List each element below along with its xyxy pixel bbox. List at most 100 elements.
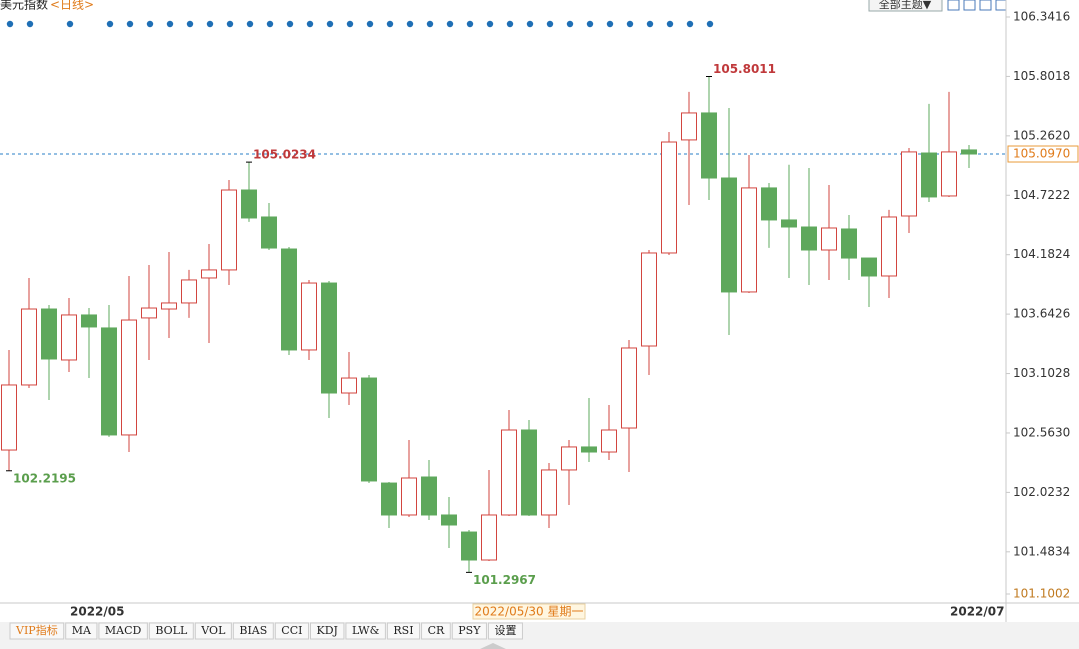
- candle-body: [681, 112, 697, 141]
- marker-dot: [426, 20, 434, 28]
- theme-button-box[interactable]: [868, 0, 943, 12]
- marker-dot: [186, 20, 194, 28]
- marker-dot: [26, 20, 34, 28]
- y-tick-label: 104.7222: [1013, 188, 1070, 202]
- marker-dot: [266, 20, 274, 28]
- y-tick-label: 106.3416: [1013, 10, 1070, 24]
- tab-label[interactable]: MA: [72, 624, 92, 637]
- candle-body: [121, 319, 137, 436]
- icon[interactable]: [947, 0, 960, 11]
- x-tick-label: 2022/07: [950, 605, 1004, 619]
- tab-label[interactable]: PSY: [458, 624, 481, 637]
- candle-body: [821, 227, 837, 251]
- candle-body: [101, 327, 117, 436]
- candle-body: [721, 177, 737, 293]
- crosshair-date-box: [472, 603, 586, 620]
- tab[interactable]: [194, 622, 232, 640]
- candle-body: [241, 189, 257, 219]
- tab[interactable]: [98, 622, 148, 640]
- marker-dot: [606, 20, 614, 28]
- candle-body: [201, 269, 217, 279]
- current-price-label: 105.0970: [1013, 147, 1070, 161]
- candle-body: [921, 152, 937, 198]
- low-label: 102.2195: [13, 471, 76, 485]
- tab[interactable]: [309, 622, 345, 640]
- tab[interactable]: [345, 622, 386, 640]
- y-tick-label: 101.4834: [1013, 544, 1070, 558]
- tab[interactable]: [386, 622, 421, 640]
- tab-label[interactable]: KDJ: [316, 624, 337, 637]
- tab[interactable]: [421, 622, 451, 640]
- candle-body: [941, 151, 957, 197]
- marker-dot: [346, 20, 354, 28]
- marker-dot: [526, 20, 534, 28]
- candle-body: [601, 429, 617, 453]
- tab-label[interactable]: LW&: [352, 624, 380, 637]
- icon[interactable]: [963, 0, 976, 11]
- tab-label[interactable]: VOL: [200, 624, 226, 637]
- candle-body: [461, 531, 477, 561]
- tab-label[interactable]: BOLL: [155, 624, 188, 637]
- tab-label[interactable]: BIAS: [239, 624, 267, 637]
- candle-body: [281, 248, 297, 351]
- marker-dot: [486, 20, 494, 28]
- candle-body: [221, 189, 237, 271]
- icon[interactable]: [979, 0, 992, 11]
- marker-dot: [566, 20, 574, 28]
- tab[interactable]: [274, 622, 309, 640]
- tab[interactable]: [232, 622, 274, 640]
- y-tick-label: 103.6426: [1013, 307, 1070, 321]
- tab-label[interactable]: 设置: [494, 624, 516, 637]
- candle-body: [21, 308, 37, 386]
- candle-body: [541, 469, 557, 516]
- candle-body: [621, 347, 637, 429]
- tab[interactable]: [9, 622, 65, 640]
- marker-dot: [406, 20, 414, 28]
- scroll-handle: [480, 643, 506, 649]
- candle-body: [661, 141, 677, 254]
- marker-dot: [306, 20, 314, 28]
- tab-label[interactable]: CR: [428, 624, 445, 637]
- marker-dot: [106, 20, 114, 28]
- marker-dot: [686, 20, 694, 28]
- candle-body: [381, 482, 397, 516]
- marker-dot: [226, 20, 234, 28]
- candle-body: [901, 151, 917, 217]
- theme-button[interactable]: 全部主题▼: [879, 0, 932, 11]
- marker-dot: [666, 20, 674, 28]
- candle-body: [161, 302, 177, 310]
- marker-dot: [66, 20, 74, 28]
- y-tick-label: 102.5630: [1013, 425, 1070, 439]
- marker-dot: [646, 20, 654, 28]
- y-tick-label: 101.1002: [1013, 587, 1070, 601]
- marker-dot: [626, 20, 634, 28]
- view-icons[interactable]: [947, 0, 1007, 11]
- tab[interactable]: [65, 622, 98, 640]
- y-tick-label: 105.8018: [1013, 69, 1070, 83]
- chart-title-suffix: <日线>: [50, 0, 94, 12]
- candle-body: [741, 187, 757, 293]
- candle-body: [61, 314, 77, 361]
- marker-dot: [706, 20, 714, 28]
- candle-body: [701, 112, 717, 179]
- candle-body: [641, 252, 657, 347]
- marker-dot: [386, 20, 394, 28]
- marker-dot: [286, 20, 294, 28]
- y-tick-label: 105.2620: [1013, 128, 1070, 142]
- candle-body: [41, 308, 57, 360]
- candle-body: [321, 282, 337, 394]
- chart-title: 美元指数: [0, 0, 48, 12]
- tab[interactable]: [148, 622, 194, 640]
- candle-body: [861, 257, 877, 277]
- tab-label[interactable]: VIP指标: [15, 623, 58, 637]
- candle-body: [881, 216, 897, 277]
- tab[interactable]: [487, 622, 523, 640]
- tab[interactable]: [451, 622, 487, 640]
- candle-body: [521, 429, 537, 516]
- tab-label[interactable]: CCI: [281, 624, 302, 637]
- candle-body: [261, 216, 277, 249]
- tab-label[interactable]: RSI: [393, 624, 413, 637]
- tab-label[interactable]: MACD: [105, 624, 142, 637]
